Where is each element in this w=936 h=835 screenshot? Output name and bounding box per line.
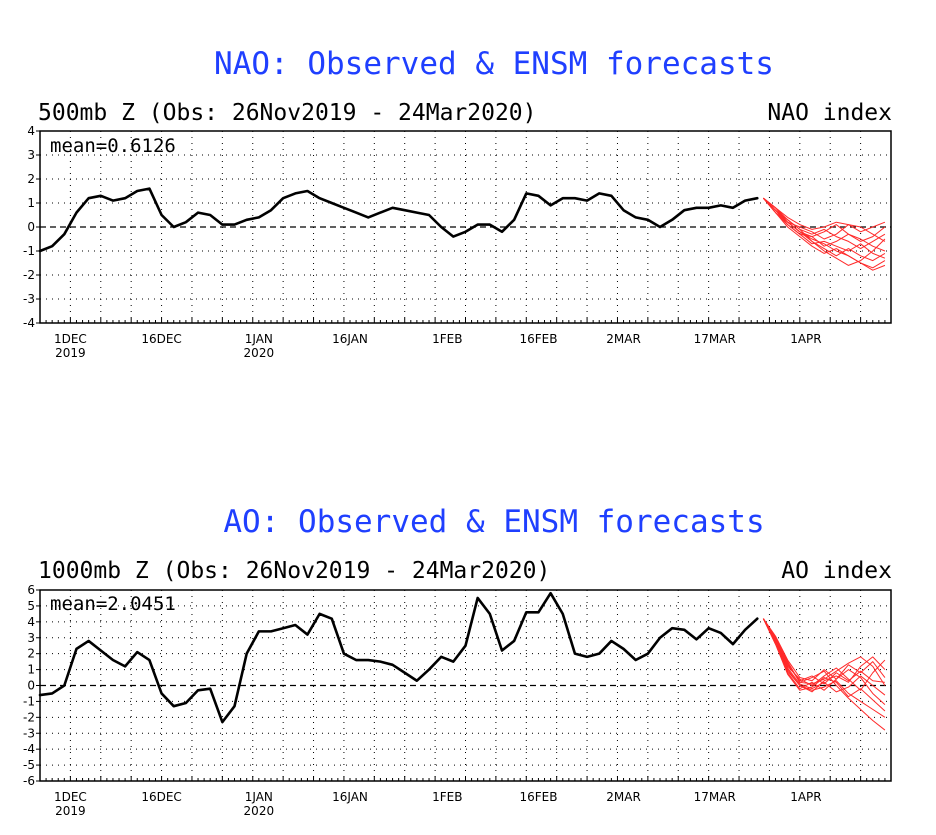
nao-forecast-member-1 (762, 197, 886, 269)
ao-x-tick-year: 2020 (244, 804, 275, 818)
nao-y-tick-label: 4 (27, 124, 35, 138)
nao-x-tick-label: 16FEB (519, 332, 557, 346)
ao-x-tick-label: 1FEB (432, 790, 462, 804)
nao-panel: NAO: Observed & ENSM forecasts 500mb Z (… (23, 46, 892, 360)
nao-x-tick-year: 2020 (244, 346, 275, 360)
ao-x-tick-label: 16JAN (332, 790, 368, 804)
ao-y-tick-label: 1 (27, 663, 35, 677)
ao-y-tick-label: -1 (23, 694, 35, 708)
nao-y-tick-label: 1 (27, 196, 35, 210)
nao-forecast-member-10 (763, 197, 886, 262)
nao-x-tick-label: 17MAR (694, 332, 736, 346)
ao-x-tick-label: 16DEC (141, 790, 181, 804)
ao-y-tick-label: 2 (27, 647, 35, 661)
nao-subtitle-right: NAO index (767, 100, 892, 126)
nao-x-tick-label: 2MAR (606, 332, 641, 346)
nao-forecast-member-7 (762, 197, 886, 259)
ao-mean-label: mean=2.0451 (50, 593, 176, 615)
nao-x-tick-label: 1JAN (245, 332, 273, 346)
nao-forecast-member-5 (762, 197, 886, 271)
ao-y-tick-label: -4 (23, 742, 35, 756)
ao-y-tick-label: 0 (27, 679, 35, 693)
nao-x-tick-year: 2019 (55, 346, 86, 360)
ao-forecast-member-9 (762, 618, 886, 712)
ao-x-tick-label: 17MAR (694, 790, 736, 804)
ao-y-tick-label: 6 (27, 583, 35, 597)
ao-x-tick-year: 2019 (55, 804, 86, 818)
nao-forecast-member-4 (762, 197, 886, 242)
nao-y-tick-label: 0 (27, 220, 35, 234)
nao-subtitle-left: 500mb Z (Obs: 26Nov2019 - 24Mar2020) (38, 100, 537, 126)
nao-x-tick-label: 1APR (790, 332, 821, 346)
nao-y-tick-label: -2 (23, 268, 35, 282)
nao-mean-label: mean=0.6126 (50, 135, 176, 157)
nao-x-tick-label: 16JAN (332, 332, 368, 346)
nao-forecast-member-2 (762, 197, 886, 242)
nao-x-tick-label: 1FEB (432, 332, 462, 346)
ao-x-tick-label: 1APR (790, 790, 821, 804)
nao-y-tick-label: -1 (23, 244, 35, 258)
ao-forecast-member-10 (762, 618, 886, 686)
ao-forecast-member-7 (762, 618, 886, 696)
nao-observed-line (38, 187, 759, 253)
ao-x-tick-label: 16FEB (519, 790, 557, 804)
ao-subtitle-left: 1000mb Z (Obs: 26Nov2019 - 24Mar2020) (38, 558, 550, 584)
ao-title: AO: Observed & ENSM forecasts (223, 504, 764, 540)
nao-plot-frame (39, 130, 892, 324)
ao-forecast-member-6 (762, 618, 886, 682)
ao-subtitle-right: AO index (781, 558, 892, 584)
nao-title: NAO: Observed & ENSM forecasts (214, 46, 774, 82)
nao-x-tick-label: 16DEC (141, 332, 181, 346)
ao-x-tick-label: 2MAR (606, 790, 641, 804)
ao-forecast-member-2 (762, 618, 886, 731)
nao-y-tick-label: -3 (23, 292, 35, 306)
ao-y-tick-label: -2 (23, 710, 35, 724)
ao-forecast-member-5 (762, 618, 886, 718)
ao-y-tick-label: -6 (23, 774, 35, 788)
nao-y-tick-label: 2 (27, 172, 35, 186)
nao-y-tick-label: 3 (27, 148, 35, 162)
nao-y-tick-label: -4 (23, 316, 35, 330)
ao-y-tick-label: 4 (27, 615, 35, 629)
ao-y-tick-label: 3 (27, 631, 35, 645)
ao-y-tick-label: -5 (23, 758, 35, 772)
ao-y-tick-label: 5 (27, 599, 35, 613)
ao-plot-frame (39, 589, 892, 782)
nao-x-tick-label: 1DEC (54, 332, 87, 346)
ao-forecast-member-8 (762, 618, 885, 685)
ao-x-tick-label: 1DEC (54, 790, 87, 804)
ao-panel: AO: Observed & ENSM forecasts 1000mb Z (… (23, 504, 892, 818)
nao-forecast-member-9 (762, 197, 886, 250)
ao-y-tick-label: -3 (23, 726, 35, 740)
ao-observed-line (38, 591, 759, 724)
nao-forecast-member-8 (762, 197, 886, 252)
nao-forecast-member-6 (763, 197, 886, 233)
ao-x-tick-label: 1JAN (245, 790, 273, 804)
